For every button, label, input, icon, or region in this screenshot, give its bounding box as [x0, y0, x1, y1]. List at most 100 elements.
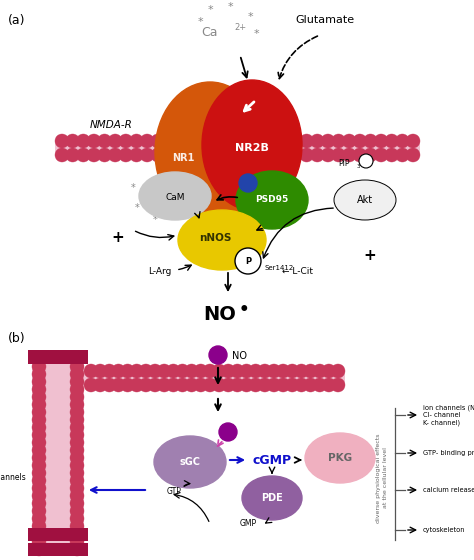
Text: +: +	[364, 248, 376, 263]
Circle shape	[225, 148, 239, 162]
Text: PDE: PDE	[261, 493, 283, 503]
Circle shape	[204, 134, 218, 148]
Circle shape	[151, 134, 165, 148]
Ellipse shape	[242, 476, 302, 520]
Circle shape	[70, 421, 84, 435]
Circle shape	[257, 134, 271, 148]
Circle shape	[342, 148, 356, 162]
Circle shape	[32, 512, 46, 526]
Text: nNOS: nNOS	[199, 233, 231, 243]
Circle shape	[300, 148, 314, 162]
Circle shape	[342, 134, 356, 148]
Circle shape	[32, 519, 46, 533]
Circle shape	[185, 364, 199, 378]
Circle shape	[221, 378, 235, 392]
Circle shape	[151, 148, 165, 162]
Circle shape	[148, 378, 162, 392]
Text: calcium release: calcium release	[423, 487, 474, 493]
Circle shape	[148, 364, 162, 378]
Circle shape	[32, 534, 46, 548]
Circle shape	[395, 134, 410, 148]
Circle shape	[70, 542, 84, 556]
Circle shape	[70, 382, 84, 396]
Circle shape	[331, 364, 345, 378]
Circle shape	[172, 134, 186, 148]
Circle shape	[193, 134, 207, 148]
Text: •: •	[239, 301, 249, 319]
Circle shape	[313, 364, 327, 378]
Text: NR1: NR1	[172, 153, 194, 163]
Circle shape	[175, 364, 190, 378]
Bar	[28, 350, 88, 364]
Circle shape	[194, 364, 208, 378]
Circle shape	[289, 148, 303, 162]
Circle shape	[70, 534, 84, 548]
Circle shape	[194, 378, 208, 392]
Ellipse shape	[202, 80, 302, 210]
Text: ← L-Cit: ← L-Cit	[282, 268, 313, 277]
Circle shape	[70, 459, 84, 473]
Circle shape	[32, 436, 46, 450]
Circle shape	[55, 148, 69, 162]
Circle shape	[230, 378, 245, 392]
Circle shape	[267, 364, 281, 378]
Circle shape	[70, 519, 84, 533]
Circle shape	[364, 134, 377, 148]
Text: GTP- binding proteins: GTP- binding proteins	[423, 450, 474, 456]
Circle shape	[70, 474, 84, 488]
Text: PSD95: PSD95	[255, 195, 289, 204]
Circle shape	[278, 148, 292, 162]
Text: PIP: PIP	[338, 158, 349, 167]
Text: (a): (a)	[8, 14, 26, 27]
Ellipse shape	[305, 433, 375, 483]
Circle shape	[406, 134, 420, 148]
Circle shape	[70, 527, 84, 541]
Circle shape	[76, 134, 90, 148]
Bar	[28, 543, 88, 556]
Circle shape	[285, 364, 299, 378]
Circle shape	[130, 378, 144, 392]
Circle shape	[294, 364, 309, 378]
Circle shape	[204, 148, 218, 162]
Circle shape	[32, 375, 46, 389]
Text: *: *	[131, 183, 136, 193]
Circle shape	[239, 378, 254, 392]
Circle shape	[193, 148, 207, 162]
Text: diverse physiological effects
at the cellular level: diverse physiological effects at the cel…	[376, 433, 388, 522]
Circle shape	[32, 421, 46, 435]
Circle shape	[249, 364, 263, 378]
Circle shape	[374, 148, 388, 162]
Text: 2+: 2+	[234, 22, 246, 31]
Circle shape	[55, 134, 69, 148]
Circle shape	[32, 459, 46, 473]
Circle shape	[300, 134, 314, 148]
Circle shape	[70, 398, 84, 412]
Circle shape	[70, 390, 84, 404]
Circle shape	[140, 134, 154, 148]
Circle shape	[32, 496, 46, 510]
Circle shape	[140, 148, 154, 162]
Circle shape	[98, 148, 111, 162]
Circle shape	[32, 474, 46, 488]
Circle shape	[359, 154, 373, 168]
Text: cytoskeleton: cytoskeleton	[423, 527, 465, 533]
Circle shape	[236, 134, 250, 148]
Circle shape	[364, 148, 377, 162]
Text: CaM: CaM	[165, 193, 185, 202]
Circle shape	[98, 134, 111, 148]
Circle shape	[313, 378, 327, 392]
Bar	[32, 352, 84, 556]
Circle shape	[322, 364, 336, 378]
Circle shape	[249, 378, 263, 392]
Circle shape	[32, 527, 46, 541]
Circle shape	[294, 378, 309, 392]
Text: ion channels (Na+ channel
Cl- channel
K- channel): ion channels (Na+ channel Cl- channel K-…	[423, 404, 474, 426]
Text: CNG ion channels: CNG ion channels	[0, 474, 26, 483]
Circle shape	[129, 148, 144, 162]
Text: sGC: sGC	[180, 457, 201, 467]
Circle shape	[65, 148, 80, 162]
Circle shape	[32, 443, 46, 457]
Circle shape	[111, 378, 126, 392]
Ellipse shape	[155, 82, 265, 222]
Circle shape	[65, 134, 80, 148]
